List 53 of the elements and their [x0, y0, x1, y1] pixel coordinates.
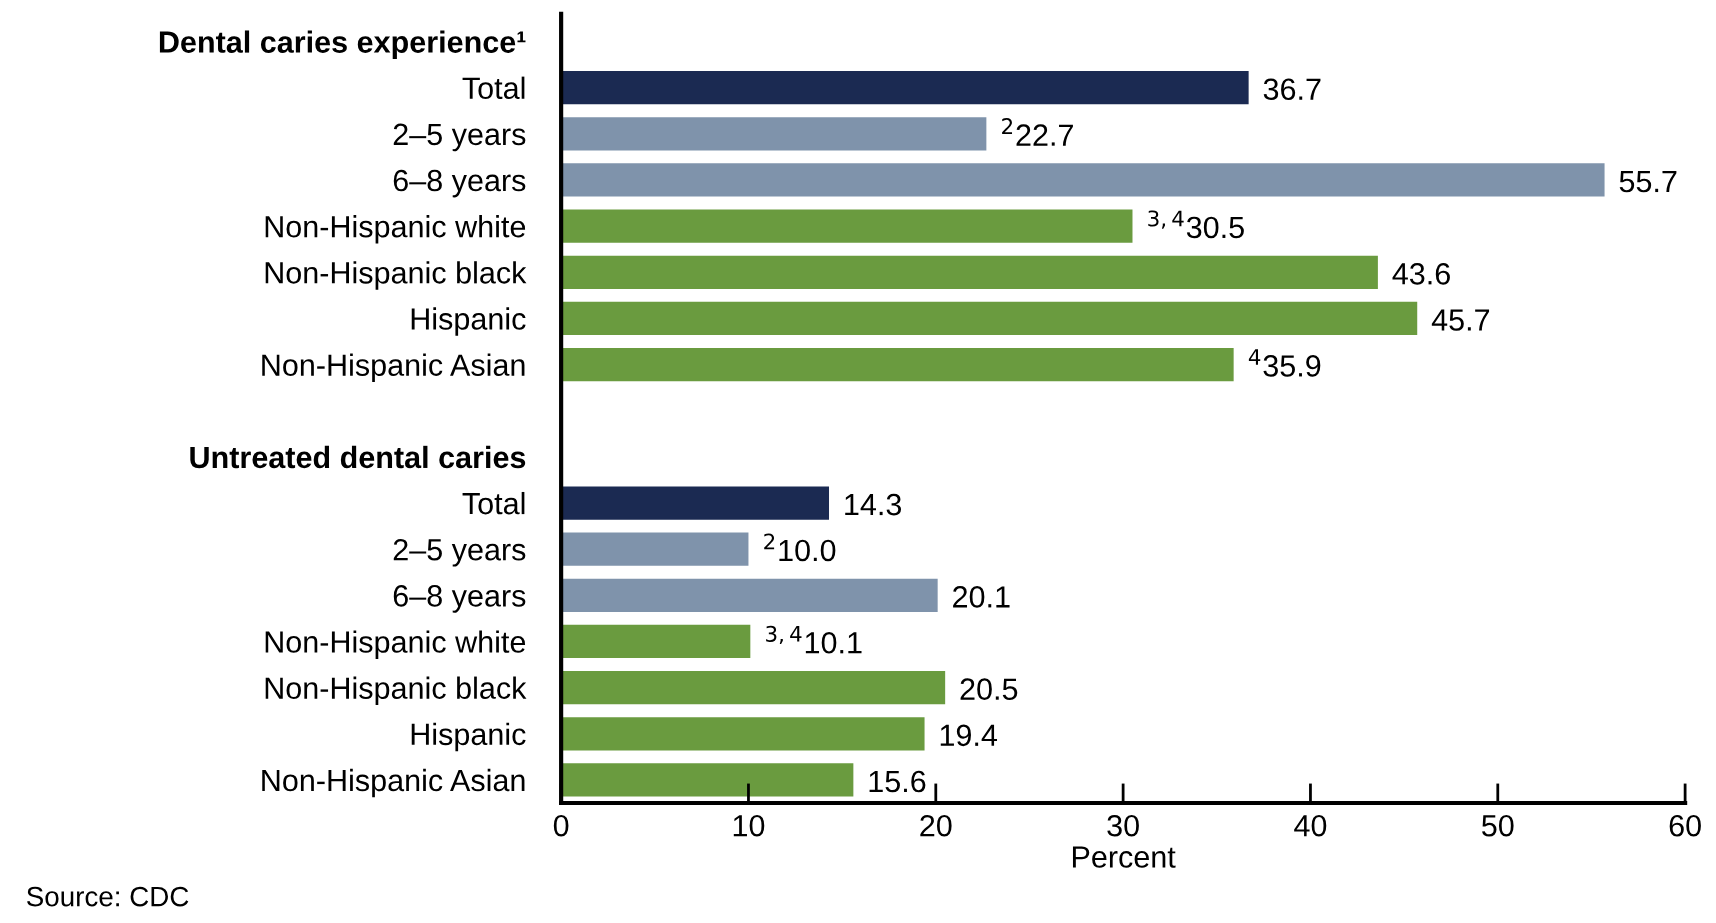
y-tick-label: Hispanic [411, 307, 526, 336]
data-label: 45.7 [1431, 309, 1490, 331]
data-label: $^{3,4}$30.5 [1148, 210, 1244, 239]
y-tick-label: Non-Hispanic white [265, 630, 526, 659]
bar [561, 255, 1378, 289]
bar [561, 532, 749, 566]
bar [561, 717, 925, 751]
y-tick-label: 6–8 years [393, 585, 526, 613]
data-label: 55.7 [1619, 171, 1677, 193]
y-tick-label: Non-Hispanic black [265, 261, 527, 290]
bar [561, 347, 1234, 382]
bar [561, 671, 946, 705]
x-tick-label: 0 [553, 814, 569, 837]
y-tick-label: Hispanic [411, 722, 526, 752]
y-tick-label: Total [462, 491, 525, 515]
bar [561, 117, 987, 151]
data-label: 14.3 [845, 493, 902, 516]
x-axis-title: Percent [1072, 846, 1176, 868]
bar [561, 209, 1133, 243]
y-tick-label: 2–5 years [393, 123, 526, 152]
bar [561, 301, 1418, 336]
bar [561, 578, 938, 612]
x-tick-label: 60 [1669, 814, 1701, 837]
x-tick-label: 30 [1107, 814, 1139, 837]
data-label: $^{4}$35.9 [1248, 349, 1321, 377]
x-tick-label: 10 [733, 814, 765, 837]
x-tick-label: 40 [1294, 814, 1327, 837]
bar [561, 763, 854, 797]
x-tick-label: 20 [920, 814, 952, 837]
bar [561, 163, 1605, 197]
x-tick-label: 50 [1482, 814, 1514, 837]
bar [561, 624, 751, 659]
data-label: 19.4 [940, 724, 998, 747]
data-label: $^{3,4}$10.1 [766, 625, 862, 654]
y-tick-label: 2–5 years [393, 538, 526, 567]
y-tick-label: 6–8 years [393, 169, 526, 198]
y-tick-label: Non-Hispanic white [265, 215, 526, 244]
data-label: 15.6 [869, 770, 926, 793]
y-tick-label: Total [462, 76, 525, 100]
data-label: $^{2}$10.0 [764, 533, 836, 562]
source-note: Source: CDC [27, 886, 189, 907]
bar [561, 486, 830, 520]
data-label: $^{2}$22.7 [1002, 118, 1073, 146]
data-label: 20.5 [960, 678, 1018, 700]
y-tick-label: Non-Hispanic black [265, 676, 527, 706]
y-tick-label: Non-Hispanic Asian [262, 768, 525, 798]
data-label: 20.1 [953, 586, 1010, 608]
data-label: 36.7 [1263, 78, 1321, 101]
y-tick-label: Non-Hispanic Asian [262, 353, 525, 382]
y-tick-label: Untreated dental caries [190, 445, 526, 469]
data-label: 43.6 [1392, 263, 1450, 285]
bar [561, 71, 1249, 105]
y-tick-label: Dental caries experience¹ [159, 30, 526, 59]
